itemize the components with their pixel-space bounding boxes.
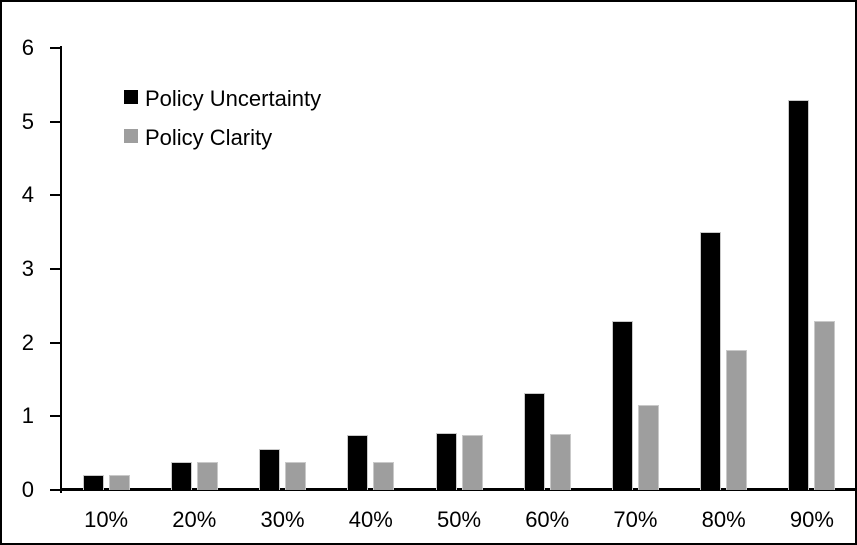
bar-policy-uncertainty-20- <box>170 462 192 490</box>
legend-swatch-policy-uncertainty <box>124 90 138 105</box>
bar-policy-clarity-50- <box>461 434 483 490</box>
x-tick-label: 50% <box>436 507 482 532</box>
legend-item-policy-uncertainty: Policy Uncertainty <box>124 85 321 113</box>
bar-policy-clarity-70- <box>637 405 659 490</box>
y-tick-label: 3 <box>21 256 34 281</box>
legend-label-policy-clarity: Policy Clarity <box>145 125 273 150</box>
x-tick-label: 80% <box>701 507 746 532</box>
x-tick-label: 30% <box>260 507 305 532</box>
y-axis-line <box>60 46 62 493</box>
y-tick <box>50 341 61 344</box>
bar-policy-clarity-10- <box>108 475 130 490</box>
legend-label-policy-uncertainty: Policy Uncertainty <box>145 86 322 111</box>
bar-policy-clarity-20- <box>196 462 218 490</box>
bar-policy-uncertainty-40- <box>347 434 369 490</box>
bar-policy-uncertainty-30- <box>259 448 281 490</box>
bar-policy-clarity-30- <box>285 462 307 490</box>
x-tick-label: 90% <box>789 507 834 532</box>
legend: Policy Uncertainty Policy Clarity <box>124 85 321 163</box>
y-tick-label: 1 <box>21 403 34 429</box>
x-tick-label: 70% <box>613 507 658 532</box>
bar-policy-clarity-60- <box>549 434 571 490</box>
y-tick <box>50 47 61 49</box>
bar-policy-uncertainty-10- <box>82 475 104 490</box>
legend-item-policy-clarity: Policy Clarity <box>124 124 321 152</box>
bar-policy-uncertainty-90- <box>788 99 810 490</box>
y-tick-label: 0 <box>21 477 34 502</box>
y-tick-label: 4 <box>21 182 34 208</box>
y-tick <box>50 268 61 270</box>
bar-policy-uncertainty-60- <box>523 392 545 490</box>
x-tick-label: 10% <box>84 507 129 532</box>
bar-policy-uncertainty-50- <box>435 433 457 490</box>
x-axis-line <box>60 488 855 491</box>
legend-swatch-policy-clarity <box>124 129 138 144</box>
bar-policy-clarity-80- <box>726 350 748 490</box>
y-tick-label: 2 <box>21 329 34 355</box>
y-tick-label: 5 <box>21 108 34 134</box>
y-tick <box>50 489 61 491</box>
x-tick-label: 60% <box>525 507 570 532</box>
x-tick-label: 20% <box>172 507 217 532</box>
y-tick <box>50 415 61 418</box>
x-tick-label: 40% <box>348 507 393 532</box>
y-tick-label: 6 <box>21 35 34 60</box>
bar-policy-uncertainty-80- <box>700 232 722 490</box>
y-tick <box>50 120 61 123</box>
y-tick <box>50 194 61 197</box>
bar-policy-clarity-40- <box>373 462 395 490</box>
bar-policy-uncertainty-70- <box>611 320 633 490</box>
bar-policy-clarity-90- <box>814 320 836 490</box>
